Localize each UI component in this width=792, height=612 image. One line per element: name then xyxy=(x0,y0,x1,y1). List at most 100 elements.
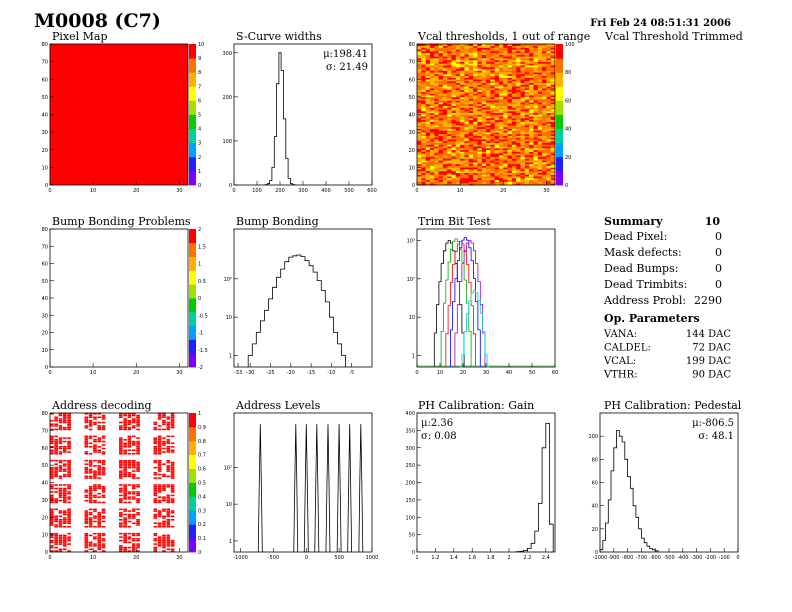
heatmap-cell xyxy=(473,59,478,62)
heatmap-cell xyxy=(464,179,470,182)
heatmap-cell xyxy=(464,172,470,175)
heatmap-cell xyxy=(417,56,422,59)
heatmap-cell xyxy=(546,169,551,172)
heatmap-cell xyxy=(127,423,132,425)
heatmap-cell xyxy=(542,139,547,142)
heatmap-cell xyxy=(93,538,97,540)
heatmap-cell xyxy=(442,125,448,128)
heatmap-cell xyxy=(421,137,426,140)
heatmap-cell xyxy=(451,130,457,133)
heatmap-cell xyxy=(520,89,526,92)
chart-title: Vcal thresholds, 1 out of range xyxy=(417,30,590,43)
address-level-peak xyxy=(336,424,342,552)
heatmap-cell xyxy=(88,416,93,419)
heatmap-cell xyxy=(498,126,504,129)
heatmap-cell xyxy=(429,142,435,145)
heatmap-cell xyxy=(537,156,543,159)
heatmap-cell xyxy=(486,65,491,68)
heatmap-cell xyxy=(546,65,551,68)
heatmap-cell xyxy=(93,520,97,523)
heatmap-cell xyxy=(455,147,461,151)
heatmap-cell xyxy=(434,155,439,158)
heatmap-cell xyxy=(524,86,530,89)
heatmap-cell xyxy=(421,103,426,106)
heatmap-cell xyxy=(442,72,448,75)
heatmap-cell xyxy=(438,66,444,69)
heatmap-cell xyxy=(494,96,500,99)
heatmap-cell xyxy=(481,160,487,163)
heatmap-cell xyxy=(481,116,487,119)
heatmap-cell xyxy=(537,61,543,64)
heatmap-cell xyxy=(546,156,551,159)
heatmap-cell xyxy=(494,51,500,54)
heatmap-cell xyxy=(434,77,439,80)
heatmap-cell xyxy=(511,169,517,172)
heatmap-cell xyxy=(546,54,551,57)
heatmap-cell xyxy=(533,59,539,62)
heatmap-cell xyxy=(101,452,106,455)
heatmap-cell xyxy=(507,103,513,106)
x-tick-label: 30 xyxy=(176,188,182,194)
heatmap-cell xyxy=(550,77,556,80)
heatmap-cell xyxy=(490,126,495,129)
heatmap-cell xyxy=(62,468,67,471)
heatmap-cell xyxy=(498,139,504,142)
heatmap-cell xyxy=(486,72,491,75)
heatmap-cell xyxy=(93,444,97,446)
heatmap-cell xyxy=(50,477,54,479)
heatmap-cell xyxy=(429,132,435,135)
color-scale-step xyxy=(189,273,196,277)
heatmap-cell xyxy=(62,548,67,551)
heatmap-cell xyxy=(468,102,474,105)
heatmap-cell xyxy=(524,123,530,126)
color-scale-step xyxy=(189,162,196,166)
heatmap-cell xyxy=(429,61,435,64)
heatmap-cell xyxy=(88,522,93,525)
heatmap-cell xyxy=(460,70,465,73)
summary-value: 2290 xyxy=(694,294,722,307)
heatmap-cell xyxy=(542,58,547,61)
heatmap-cell xyxy=(425,165,431,168)
heatmap-cell xyxy=(451,176,457,179)
heatmap-cell xyxy=(542,167,547,170)
heatmap-cell xyxy=(546,179,551,182)
heatmap-cell xyxy=(50,451,54,453)
heatmap-cell xyxy=(533,174,539,177)
heatmap-cell xyxy=(503,123,508,126)
x-tick-label: 30 xyxy=(176,370,182,376)
heatmap-cell xyxy=(153,452,158,455)
heatmap-cell xyxy=(84,472,89,474)
heatmap-cell xyxy=(464,123,470,126)
heatmap-cell xyxy=(438,179,444,182)
heatmap-cell xyxy=(533,52,539,55)
color-scale-step xyxy=(189,513,196,517)
heatmap-cell xyxy=(460,81,465,84)
heatmap-cell xyxy=(516,172,521,175)
heatmap-cell xyxy=(434,107,439,110)
heatmap-cell xyxy=(421,158,426,161)
heatmap-cell xyxy=(460,45,465,48)
stats-label: μ:-806.5 xyxy=(692,418,734,429)
heatmap-cell xyxy=(123,539,127,542)
heatmap-cell xyxy=(166,524,171,526)
heatmap-cell xyxy=(486,107,491,110)
heatmap-cell xyxy=(429,93,435,96)
heatmap-cell xyxy=(490,153,495,156)
heatmap-cell xyxy=(516,86,521,89)
heatmap-cell xyxy=(62,484,67,486)
heatmap-cell xyxy=(84,532,89,535)
heatmap-cell xyxy=(421,139,426,142)
heatmap-cell xyxy=(93,459,97,462)
heatmap-cell xyxy=(455,79,461,82)
heatmap-cell xyxy=(520,153,526,156)
heatmap-cell xyxy=(520,49,526,52)
heatmap-cell xyxy=(434,84,439,87)
heatmap-cell xyxy=(421,181,426,184)
heatmap-cell xyxy=(455,121,461,124)
heatmap-cell xyxy=(442,88,448,91)
heatmap-cell xyxy=(438,51,444,54)
heatmap-cell xyxy=(464,103,470,106)
heatmap-cell xyxy=(442,121,448,124)
heatmap-cell xyxy=(520,68,526,71)
